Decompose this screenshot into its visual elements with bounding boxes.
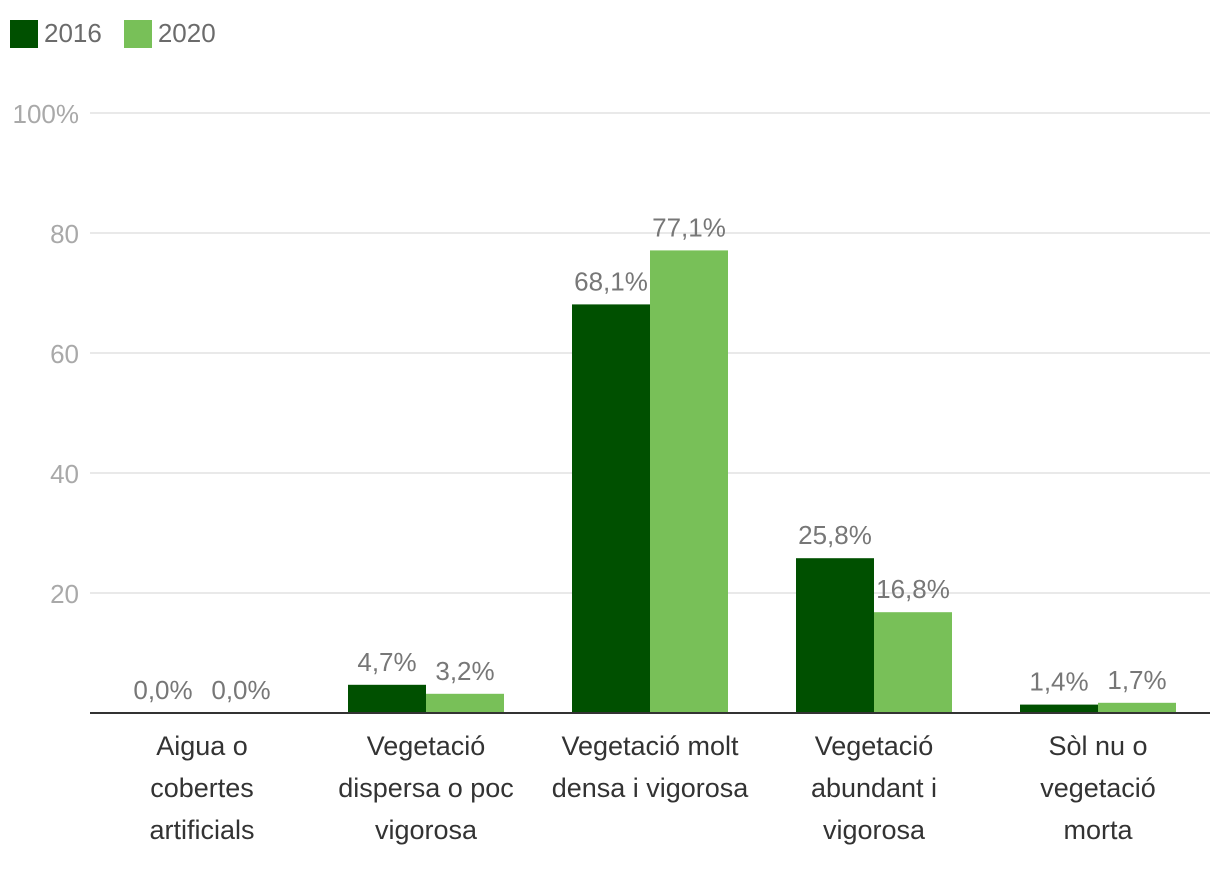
legend-item-2016: 2016: [10, 18, 102, 49]
y-tick-label-80: 80: [50, 219, 79, 249]
x-tick-label-3-0: Vegetació: [815, 731, 934, 761]
data-label-2020-2: 77,1%: [652, 212, 726, 242]
data-label-2016-3: 25,8%: [798, 520, 872, 550]
legend-swatch-2016: [10, 19, 38, 48]
x-tick-label-0-1: cobertes: [150, 773, 254, 803]
legend-item-2020: 2020: [123, 18, 216, 49]
x-tick-label-3-2: vigorosa: [823, 815, 926, 845]
legend-swatch-2020: [123, 19, 152, 48]
bar-2016-4: [1020, 704, 1098, 713]
data-label-2016-2: 68,1%: [574, 266, 648, 296]
y-tick-label-60: 60: [50, 339, 79, 369]
data-label-2016-4: 1,4%: [1029, 667, 1088, 697]
data-label-2020-1: 3,2%: [435, 656, 494, 686]
x-tick-label-4-0: Sòl nu o: [1048, 731, 1147, 761]
x-tick-label-1-1: dispersa o poc: [338, 773, 514, 803]
bar-2020-4: [1098, 702, 1176, 713]
x-tick-label-3-1: abundant i: [811, 773, 937, 803]
bar-2016-2: [572, 304, 650, 713]
data-label-2020-3: 16,8%: [876, 574, 950, 604]
data-label-2020-0: 0,0%: [211, 675, 270, 705]
data-label-2020-4: 1,7%: [1107, 665, 1166, 695]
y-tick-label-100: 100%: [13, 99, 80, 129]
x-tick-label-4-2: morta: [1063, 815, 1133, 845]
x-tick-label-2-0: Vegetació molt: [561, 731, 739, 761]
y-tick-label-40: 40: [50, 459, 79, 489]
x-tick-label-4-1: vegetació: [1040, 773, 1156, 803]
x-tick-label-0-2: artificials: [149, 815, 254, 845]
x-tick-label-0-0: Aigua o: [156, 731, 248, 761]
x-tick-label-1-0: Vegetació: [367, 731, 486, 761]
bar-2016-1: [348, 684, 426, 713]
data-label-2016-0: 0,0%: [133, 675, 192, 705]
bar-2016-3: [796, 558, 874, 713]
data-label-2016-1: 4,7%: [357, 647, 416, 677]
x-tick-label-2-1: densa i vigorosa: [552, 773, 750, 803]
legend: 2016 2020: [10, 18, 238, 49]
legend-label-2020: 2020: [157, 18, 216, 48]
x-tick-label-1-2: vigorosa: [375, 815, 478, 845]
bar-2020-2: [650, 250, 728, 713]
legend-label-2016: 2016: [44, 18, 102, 48]
y-tick-label-20: 20: [50, 579, 79, 609]
bar-2020-1: [426, 693, 504, 713]
bar-2020-3: [874, 612, 952, 713]
